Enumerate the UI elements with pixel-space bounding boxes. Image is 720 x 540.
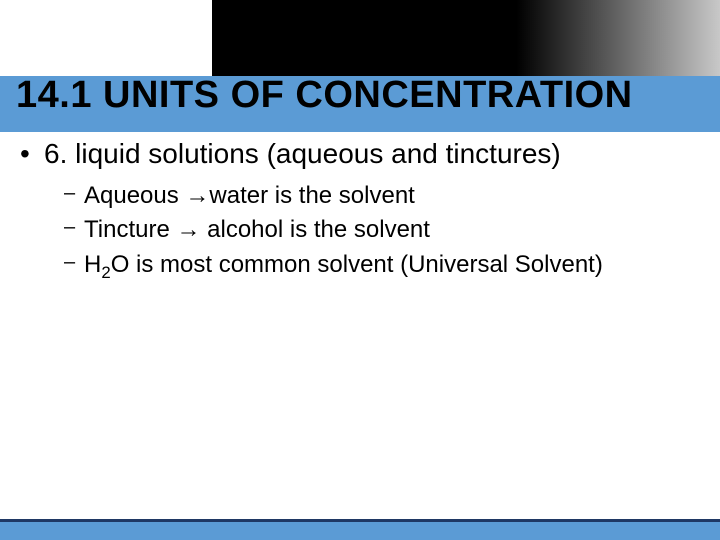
bullet-lvl2: – Aqueous →water is the solvent [64, 180, 700, 212]
header-black-bar [212, 0, 720, 76]
header-decoration [0, 0, 720, 76]
text-segment: H [84, 251, 101, 278]
text-segment: alcohol is the solvent [200, 216, 429, 243]
bullet-lvl2: – H2O is most common solvent (Universal … [64, 249, 700, 281]
subscript: 2 [101, 263, 110, 282]
arrow-icon: → [185, 182, 209, 209]
bullet-text: 6. liquid solutions (aqueous and tinctur… [44, 138, 700, 170]
slide-body: • 6. liquid solutions (aqueous and tinct… [20, 138, 700, 283]
text-segment: water is the solvent [209, 182, 414, 209]
bullet-lvl1: • 6. liquid solutions (aqueous and tinct… [20, 138, 700, 170]
bullet-text: Aqueous →water is the solvent [84, 180, 700, 212]
bullet-marker: – [64, 249, 84, 276]
text-segment: Aqueous [84, 182, 185, 209]
bullet-marker: • [20, 138, 44, 170]
bullet-text: H2O is most common solvent (Universal So… [84, 249, 700, 281]
text-segment: O is most common solvent (Universal Solv… [111, 251, 603, 278]
bullet-marker: – [64, 214, 84, 241]
slide-title: 14.1 UNITS OF CONCENTRATION [16, 74, 706, 118]
arrow-icon: → [176, 216, 200, 243]
footer-accent-bar [0, 522, 720, 540]
bullet-lvl2: – Tincture → alcohol is the solvent [64, 214, 700, 246]
bullet-text: Tincture → alcohol is the solvent [84, 214, 700, 246]
bullet-marker: – [64, 180, 84, 207]
text-segment: Tincture [84, 216, 176, 243]
